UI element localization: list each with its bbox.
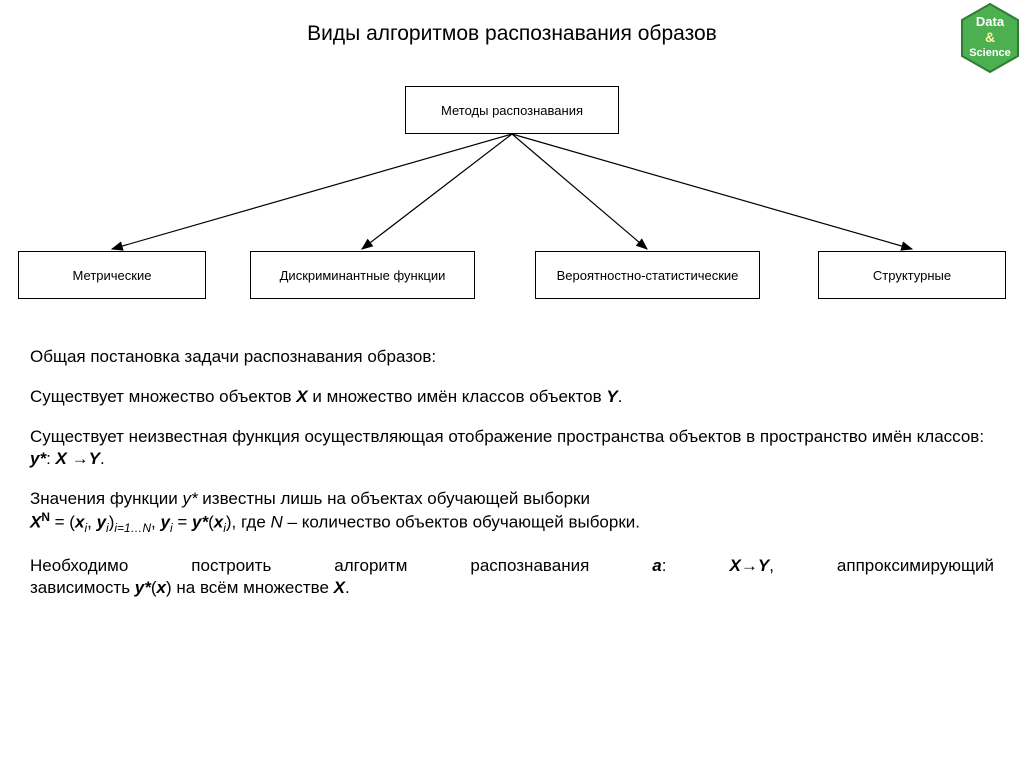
leaf-node-metric: Метрические bbox=[18, 251, 206, 299]
paragraph-1: Общая постановка задачи распознавания об… bbox=[30, 346, 994, 368]
text-content: Общая постановка задачи распознавания об… bbox=[0, 316, 1024, 599]
p1-text: Общая постановка задачи распознавания об… bbox=[30, 347, 436, 366]
p5-d: X→Y bbox=[730, 556, 770, 575]
p3-b: y* bbox=[30, 449, 46, 468]
p5-c: : bbox=[662, 556, 730, 575]
leaf-node-structural: Структурные bbox=[818, 251, 1006, 299]
p4-e: = ( bbox=[50, 513, 75, 532]
p4-q: , где bbox=[232, 513, 271, 532]
p3-d: X bbox=[56, 449, 67, 468]
p2-a: Существует множество объектов bbox=[30, 387, 296, 406]
p3-f: Y bbox=[89, 449, 100, 468]
p4-isub: i=1…N bbox=[114, 522, 151, 536]
root-node: Методы распознавания bbox=[405, 86, 619, 134]
p5-i: x bbox=[157, 578, 166, 597]
tree-diagram: Методы распознавания Метрические Дискрим… bbox=[0, 56, 1024, 316]
p5-b: a bbox=[652, 556, 661, 575]
p4-r: N bbox=[271, 513, 283, 532]
p2-Y: Y bbox=[606, 387, 617, 406]
p3-g: . bbox=[100, 449, 105, 468]
leaf-node-discriminant: Дискриминантные функции bbox=[250, 251, 475, 299]
p2-X: X bbox=[296, 387, 307, 406]
p5-m: . bbox=[345, 578, 350, 597]
paragraph-2: Существует множество объектов X и множес… bbox=[30, 386, 994, 408]
p5-l: X bbox=[334, 578, 345, 597]
p5-g: y* bbox=[135, 578, 151, 597]
paragraph-5: Необходимо построить алгоритм распознава… bbox=[30, 555, 994, 599]
p4-s: – количество объектов обучающей выборки. bbox=[283, 513, 640, 532]
p3-c: : bbox=[46, 449, 55, 468]
p4-m: y* bbox=[192, 513, 208, 532]
p5-k: на всём множестве bbox=[172, 578, 334, 597]
page-title: Виды алгоритмов распознавания образов bbox=[0, 0, 1024, 56]
svg-text:Data: Data bbox=[976, 14, 1005, 29]
p2-c: . bbox=[618, 387, 623, 406]
p4-b: y* bbox=[182, 489, 197, 508]
leaf-node-probabilistic: Вероятностно-статистические bbox=[535, 251, 760, 299]
p4-l: = bbox=[173, 513, 192, 532]
p4-N: N bbox=[41, 510, 50, 524]
p4-k: y bbox=[161, 513, 170, 532]
p4-o: x bbox=[214, 513, 223, 532]
p3-a: Существует неизвестная функция осуществл… bbox=[30, 427, 984, 446]
paragraph-4: Значения функции y* известны лишь на объ… bbox=[30, 488, 994, 537]
p2-b: и множество имён классов объектов bbox=[308, 387, 607, 406]
p5-e: , аппроксимирующий bbox=[769, 556, 994, 575]
p4-c: известны лишь на объектах обучающей выбо… bbox=[198, 489, 590, 508]
p5-a: Необходимо построить алгоритм распознава… bbox=[30, 556, 652, 575]
p4-d: X bbox=[30, 513, 41, 532]
p4-j: , bbox=[151, 513, 160, 532]
p5-f: зависимость bbox=[30, 578, 135, 597]
p3-e: → bbox=[67, 449, 89, 468]
svg-text:&: & bbox=[985, 29, 995, 45]
p4-a: Значения функции bbox=[30, 489, 182, 508]
p4-g: , bbox=[87, 513, 96, 532]
paragraph-3: Существует неизвестная функция осуществл… bbox=[30, 426, 994, 470]
p4-h: y bbox=[97, 513, 106, 532]
